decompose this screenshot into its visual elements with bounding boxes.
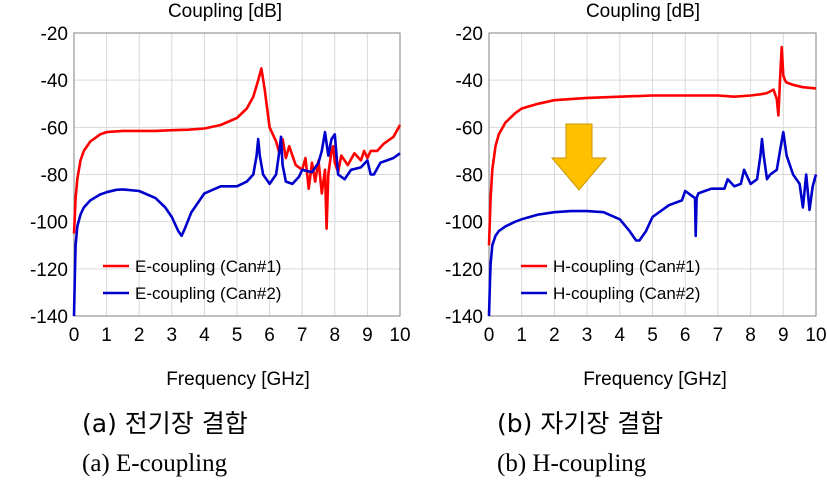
x-tick-label: 1 [101, 325, 112, 346]
x-tick-label: 8 [330, 325, 341, 346]
caption-b-korean: (b) 자기장 결합 [497, 409, 664, 438]
x-tick-label: 10 [389, 325, 410, 346]
x-axis-label: Frequency [GHz] [583, 369, 727, 390]
y-tick-label: -20 [456, 24, 483, 45]
series-line-1 [487, 45, 817, 246]
series-line-2 [487, 130, 818, 317]
x-tick-label: 5 [647, 325, 658, 346]
x-tick-label: 6 [680, 325, 691, 346]
caption-a-korean: (a) 전기장 결합 [82, 409, 248, 438]
y-tick-label: -40 [41, 71, 68, 92]
y-tick-label: -100 [445, 213, 483, 234]
y-tick-label: -80 [41, 166, 68, 187]
legend-label: H-coupling (Can#1) [553, 257, 700, 276]
series-line-2 [72, 130, 401, 317]
y-tick-label: -120 [30, 260, 68, 281]
series-group [487, 45, 818, 317]
x-tick-label: 6 [264, 325, 275, 346]
y-tick-label: -140 [30, 307, 68, 328]
x-tick-label: 0 [69, 325, 80, 346]
x-tick-label: 5 [232, 325, 243, 346]
x-tick-labels: 0 1 2 3 4 5 6 7 8 9 10 [484, 325, 827, 346]
x-tick-label: 2 [549, 325, 560, 346]
legend: H-coupling (Can#1) H-coupling (Can#2) [521, 257, 700, 303]
x-axis-label: Frequency [GHz] [166, 369, 310, 390]
x-tick-label: 8 [745, 325, 756, 346]
x-tick-label: 2 [134, 325, 145, 346]
x-tick-label: 1 [516, 325, 527, 346]
y-tick-label: -60 [41, 118, 68, 139]
caption-b-english: (b) H-coupling [497, 450, 647, 477]
series-group [72, 67, 402, 317]
x-tick-label: 4 [199, 325, 210, 346]
legend-label: E-coupling (Can#1) [135, 257, 281, 276]
y-tick-labels: -20 -40 -60 -80 -100 -120 -140 [30, 24, 68, 328]
y-tick-label: -120 [445, 260, 483, 281]
caption-a-english: (a) E-coupling [82, 450, 228, 477]
y-tick-label: -40 [456, 71, 483, 92]
series-line-1 [72, 67, 402, 234]
x-tick-label: 3 [167, 325, 178, 346]
h-coupling-chart: Coupling [dB] -20 -40 -60 -80 -100 -120 -140 0… [445, 1, 827, 390]
chart-title: Coupling [dB] [168, 1, 282, 22]
chart-title: Coupling [dB] [586, 1, 700, 22]
down-arrow-icon [550, 123, 608, 191]
x-tick-label: 9 [362, 325, 373, 346]
x-tick-label: 7 [297, 325, 308, 346]
plot-frame [73, 32, 401, 317]
x-tick-label: 3 [582, 325, 593, 346]
x-tick-label: 7 [713, 325, 724, 346]
y-tick-label: -60 [456, 118, 483, 139]
y-tick-label: -100 [30, 213, 68, 234]
y-tick-label: -140 [445, 307, 483, 328]
e-coupling-chart: Coupling [dB] -20 -40 -60 -80 -100 -120 -140 0… [30, 1, 411, 390]
x-tick-label: 9 [778, 325, 789, 346]
legend: E-coupling (Can#1) E-coupling (Can#2) [103, 257, 281, 303]
y-tick-labels: -20 -40 -60 -80 -100 -120 -140 [445, 24, 483, 328]
x-tick-label: 4 [615, 325, 626, 346]
legend-label: H-coupling (Can#2) [553, 284, 700, 303]
x-tick-label: 0 [484, 325, 495, 346]
y-tick-label: -80 [456, 166, 483, 187]
x-tick-label: 10 [805, 325, 826, 346]
legend-label: E-coupling (Can#2) [135, 284, 281, 303]
y-tick-label: -20 [41, 24, 68, 45]
x-tick-labels: 0 1 2 3 4 5 6 7 8 9 10 [69, 325, 411, 346]
